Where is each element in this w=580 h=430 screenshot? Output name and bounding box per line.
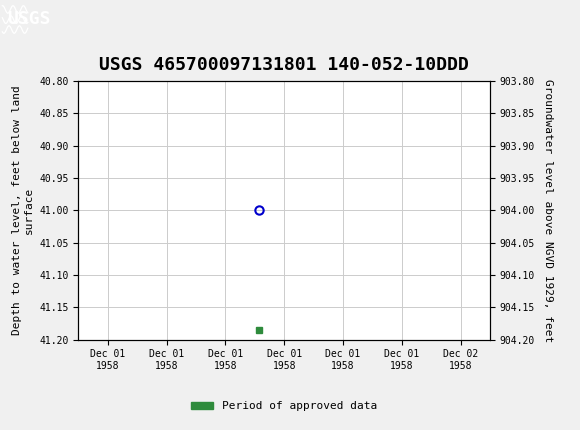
Title: USGS 465700097131801 140-052-10DDD: USGS 465700097131801 140-052-10DDD: [99, 56, 469, 74]
Legend: Period of approved data: Period of approved data: [187, 397, 382, 416]
Y-axis label: Groundwater level above NGVD 1929, feet: Groundwater level above NGVD 1929, feet: [543, 79, 553, 342]
Text: USGS: USGS: [7, 10, 50, 28]
Y-axis label: Depth to water level, feet below land
surface: Depth to water level, feet below land su…: [12, 86, 34, 335]
